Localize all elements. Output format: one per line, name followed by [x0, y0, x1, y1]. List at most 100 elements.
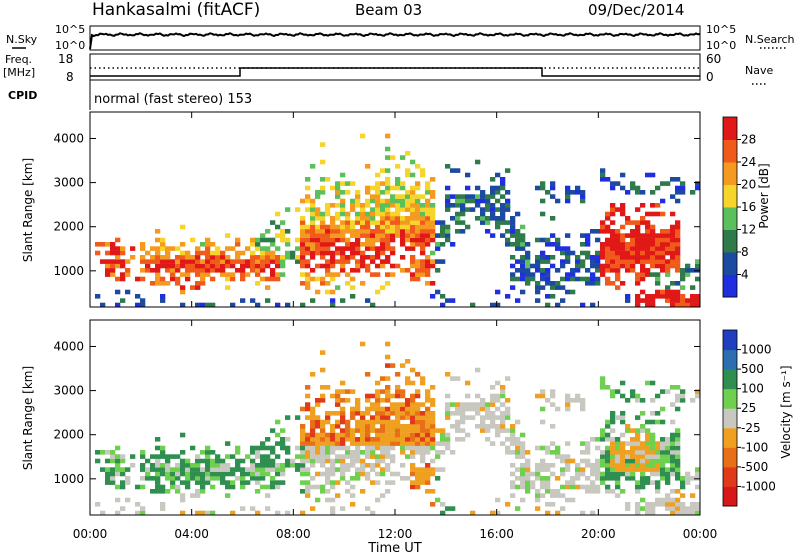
velocity-cell [520, 450, 526, 455]
velocity-cell [370, 454, 376, 459]
velocity-cell [515, 450, 521, 455]
velocity-cell [450, 450, 456, 455]
velocity-cell [475, 411, 481, 416]
power-cell [555, 268, 561, 273]
velocity-cell [395, 441, 401, 446]
velocity-cell [415, 471, 421, 477]
power-cell [365, 233, 371, 238]
power-cell [425, 224, 431, 230]
power-cell [515, 233, 521, 238]
power-cell [365, 164, 371, 169]
velocity-cell [425, 393, 431, 399]
velocity-cell [355, 454, 361, 459]
power-cell [665, 259, 671, 264]
power-cell [370, 220, 376, 225]
power-cell [270, 268, 276, 273]
velocity-cell [670, 419, 676, 425]
power-cell [255, 302, 261, 308]
velocity-cell [345, 428, 351, 433]
velocity-cell [485, 437, 491, 442]
velocity-cell [370, 415, 376, 420]
power-cell [160, 246, 166, 251]
power-cell [445, 164, 451, 169]
power-cell [335, 181, 341, 186]
power-cell [215, 263, 221, 269]
velocity-cell [130, 463, 136, 468]
velocity-cell [225, 441, 231, 446]
velocity-cell [295, 463, 301, 468]
velocity-cell [155, 471, 161, 477]
power-cell [440, 224, 446, 230]
velocity-cell [445, 506, 451, 511]
velocity-cell [540, 484, 546, 490]
power-cell [335, 224, 341, 230]
velocity-cell [115, 458, 121, 464]
power-cell [420, 242, 426, 247]
velocity-cell [395, 385, 401, 390]
velocity-cell [420, 471, 426, 477]
power-cell [680, 272, 686, 277]
power-cell [360, 220, 366, 225]
velocity-colorbar-swatch-6 [723, 369, 737, 390]
power-cell [665, 242, 671, 247]
velocity-cell [605, 432, 611, 438]
velocity-cell [245, 480, 251, 485]
velocity-cell [620, 441, 626, 446]
velocity-cell [620, 411, 626, 416]
velocity-cell [310, 463, 316, 468]
power-cell [235, 242, 241, 247]
velocity-cell [155, 489, 161, 494]
power-cell [395, 164, 401, 169]
velocity-cell [640, 467, 646, 472]
power-cell [695, 181, 701, 186]
velocity-cell [390, 432, 396, 438]
velocity-cell [110, 450, 116, 455]
power-cell [200, 281, 206, 286]
power-cell [410, 220, 416, 225]
velocity-cell [670, 467, 676, 472]
power-cell [510, 255, 516, 260]
power-cell [265, 255, 271, 260]
velocity-cell [385, 376, 391, 381]
power-cell [610, 246, 616, 251]
power-cell [385, 211, 391, 217]
velocity-cell [205, 463, 211, 468]
velocity-cell [135, 510, 141, 516]
velocity-cell [525, 489, 531, 494]
velocity-cell [460, 415, 466, 420]
power-cell [335, 250, 341, 256]
velocity-cell [655, 489, 661, 494]
velocity-cell [605, 476, 611, 481]
power-cell [220, 250, 226, 256]
power-cell [105, 250, 111, 256]
velocity-cell [460, 406, 466, 412]
power-cell [390, 155, 396, 160]
velocity-cell [635, 432, 641, 438]
velocity-cell [335, 480, 341, 485]
power-cell [620, 211, 626, 217]
velocity-cell [155, 480, 161, 485]
power-cell [290, 250, 296, 256]
velocity-cell [630, 428, 636, 433]
velocity-cell [185, 480, 191, 485]
velocity-cell [380, 493, 386, 498]
velocity-cell [325, 441, 331, 446]
power-cell [115, 289, 121, 295]
power-cell [645, 220, 651, 225]
velocity-cell [305, 493, 311, 498]
velocity-cell [505, 445, 511, 451]
power-cell [420, 250, 426, 256]
power-cell [120, 276, 126, 282]
velocity-cell [490, 510, 496, 516]
velocity-cell [620, 393, 626, 399]
power-cell [255, 281, 261, 286]
velocity-cell [565, 480, 571, 485]
velocity-cell [550, 389, 556, 394]
power-cell [610, 255, 616, 260]
velocity-cell [270, 458, 276, 464]
power-cell [385, 198, 391, 204]
power-cell [330, 250, 336, 256]
power-cell [695, 294, 701, 299]
velocity-cell [660, 467, 666, 472]
